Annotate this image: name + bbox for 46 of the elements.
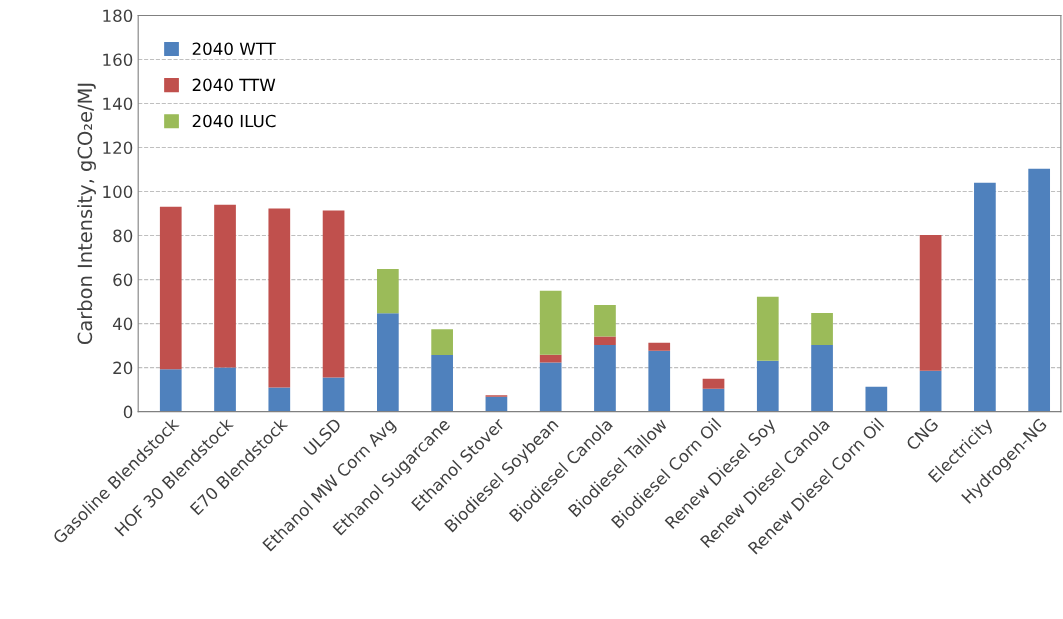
bar — [485, 396, 508, 412]
y-tick-label: 0 — [123, 405, 133, 419]
bar — [811, 313, 833, 345]
y-tick-label: 160 — [103, 53, 133, 67]
bar — [322, 377, 345, 412]
bar — [648, 350, 671, 412]
bar — [539, 362, 562, 412]
legend-label: 2040 TTW — [192, 78, 276, 92]
bar — [865, 386, 888, 412]
bar — [919, 235, 942, 371]
bar — [648, 342, 671, 351]
bar — [214, 204, 236, 368]
bar — [756, 296, 779, 361]
bar — [268, 208, 291, 388]
y-tick-label: 60 — [113, 273, 133, 287]
bar — [377, 313, 399, 412]
bar — [539, 354, 562, 363]
y-tick-label: 140 — [103, 97, 133, 111]
bar — [594, 344, 616, 412]
y-tick-label: 20 — [113, 361, 133, 375]
y-tick-label: 180 — [103, 9, 133, 23]
bar — [919, 370, 942, 412]
bar — [974, 182, 996, 412]
bar — [1028, 168, 1051, 412]
y-tick-label: 120 — [103, 141, 133, 155]
bar — [594, 336, 616, 345]
bar — [268, 387, 291, 412]
y-tick-label: 100 — [103, 185, 133, 199]
bar — [159, 369, 182, 412]
y-tick-label: 40 — [112, 317, 133, 331]
bar — [322, 210, 345, 378]
bar — [811, 344, 833, 412]
bar — [539, 290, 562, 355]
bar — [214, 367, 236, 412]
bar — [702, 378, 725, 389]
y-axis-title: Carbon Intensity, gCO₂e/MJ — [77, 83, 96, 345]
bar — [431, 355, 453, 412]
bar — [377, 269, 399, 314]
bar — [756, 360, 779, 412]
legend-label: 2040 ILUC — [192, 114, 276, 128]
bar — [431, 329, 453, 356]
bar — [594, 305, 616, 337]
y-tick-label: 80 — [113, 229, 133, 243]
bar — [159, 206, 182, 370]
bar — [702, 388, 725, 412]
legend-label: 2040 WTT — [192, 42, 276, 56]
